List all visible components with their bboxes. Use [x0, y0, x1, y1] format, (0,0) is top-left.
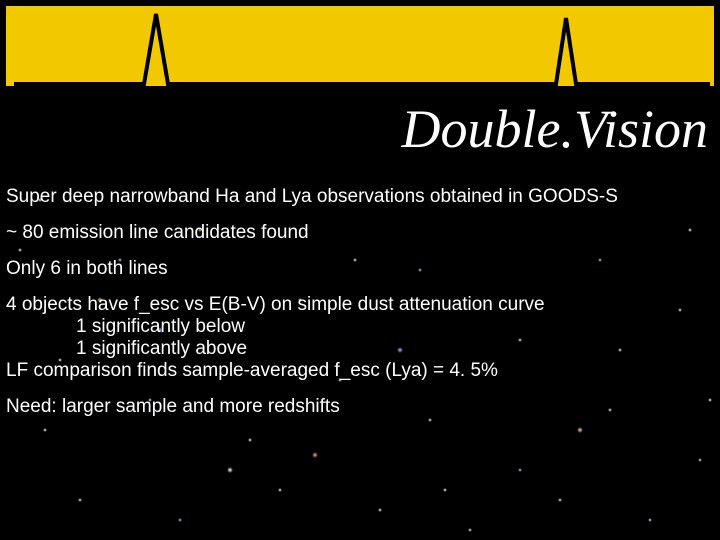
spectrum-line-icon: [6, 6, 718, 90]
body-line: Need: larger sample and more redshifts: [6, 396, 720, 418]
body-line: LF comparison finds sample-averaged f_es…: [6, 360, 720, 382]
body-line: 1 significantly below: [6, 316, 720, 338]
body-line: Only 6 in both lines: [6, 258, 720, 280]
body-line: 4 objects have f_esc vs E(B-V) on simple…: [6, 294, 720, 316]
body-line: ~ 80 emission line candidates found: [6, 222, 720, 244]
slide-body: Super deep narrowband Ha and Lya observa…: [6, 186, 720, 432]
slide: Double.​Vision Super deep narrowband Ha …: [0, 0, 720, 540]
body-line: 1 significantly above: [6, 338, 720, 360]
body-line: Super deep narrowband Ha and Lya observa…: [6, 186, 720, 208]
slide-title: Double.​Vision: [402, 98, 708, 160]
spectrum-banner: [4, 4, 716, 88]
